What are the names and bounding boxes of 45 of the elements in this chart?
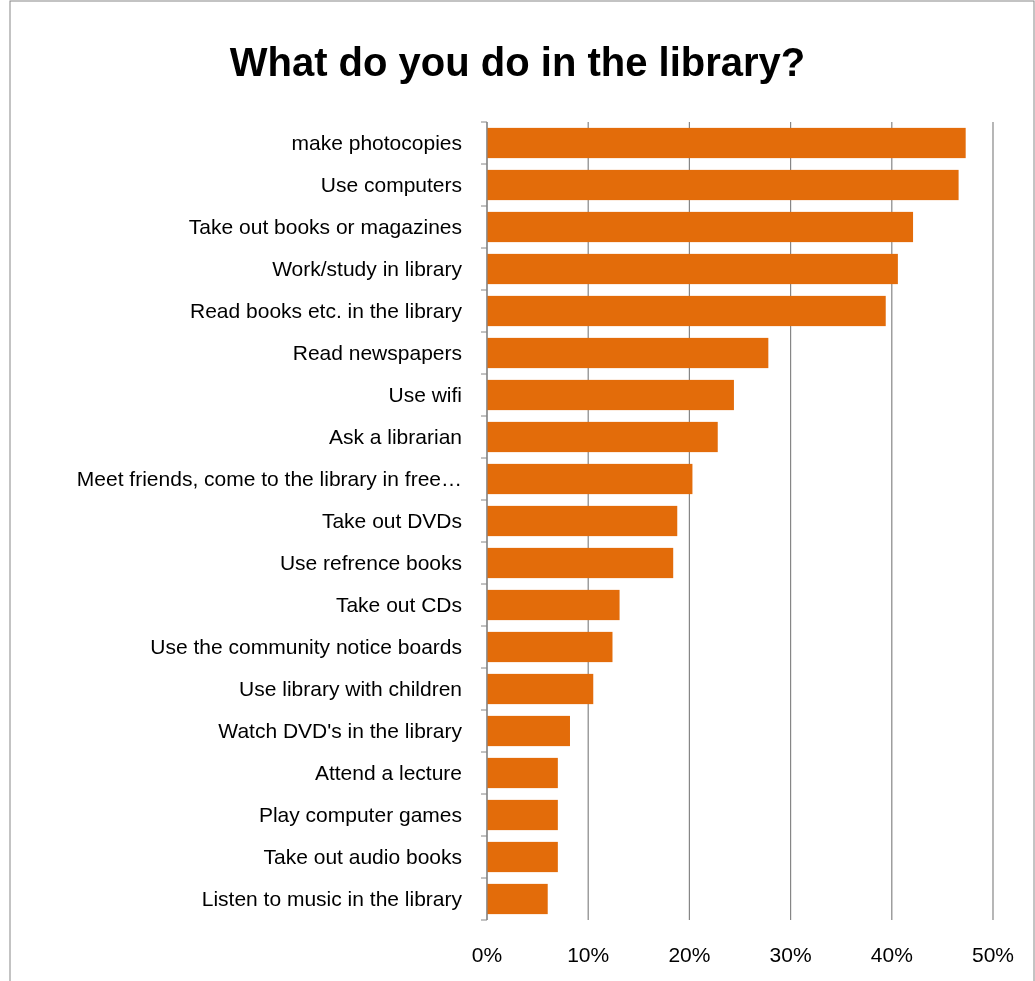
bar xyxy=(487,715,570,747)
y-tick-label: Play computer games xyxy=(258,803,462,827)
bar xyxy=(487,505,678,537)
bar xyxy=(487,295,886,327)
x-tick-label: 10% xyxy=(567,943,610,966)
y-tick-label: Work/study in library xyxy=(272,257,463,281)
chart-title: What do you do in the library? xyxy=(229,40,806,84)
y-tick-label: Take out DVDs xyxy=(321,509,462,533)
bar xyxy=(487,253,898,285)
bar xyxy=(487,589,620,621)
y-tick-label: Listen to music in the library xyxy=(201,887,463,911)
y-tick-label: Meet friends, come to the library in free… xyxy=(76,467,462,491)
y-tick-label: Take out audio books xyxy=(263,845,462,869)
bar xyxy=(487,757,558,789)
y-tick-label: Attend a lecture xyxy=(314,761,462,785)
x-tick-label: 40% xyxy=(870,943,913,966)
bar xyxy=(487,169,959,201)
bar xyxy=(487,841,558,873)
x-tick-label: 0% xyxy=(471,943,503,966)
x-tick-label: 50% xyxy=(971,943,1015,966)
y-tick-label: Read newspapers xyxy=(292,341,462,365)
bar xyxy=(487,337,769,369)
y-tick-label: Use library with children xyxy=(239,677,462,701)
bar xyxy=(487,883,548,915)
x-tick-label: 20% xyxy=(668,943,711,966)
y-tick-label: Use wifi xyxy=(388,383,462,407)
y-tick-label: make photocopies xyxy=(291,131,462,155)
y-tick-label: Take out CDs xyxy=(335,593,462,617)
bar xyxy=(487,379,734,411)
bar xyxy=(487,799,558,831)
y-tick-label: Use computers xyxy=(320,173,462,197)
bar xyxy=(487,547,674,579)
bar xyxy=(487,127,966,159)
y-tick-label: Use the community notice boards xyxy=(150,635,462,659)
y-tick-label: Read books etc. in the library xyxy=(190,299,463,323)
y-tick-label: Use refrence books xyxy=(279,551,462,575)
bar xyxy=(487,463,693,495)
y-tick-label: Ask a librarian xyxy=(328,425,462,449)
bar xyxy=(487,421,718,453)
y-tick-label: Take out books or magazines xyxy=(188,215,462,239)
bar xyxy=(487,211,914,243)
bar xyxy=(487,673,594,705)
y-tick-label: Watch DVD's in the library xyxy=(218,719,463,743)
bar xyxy=(487,631,613,663)
x-tick-label: 30% xyxy=(769,943,812,966)
